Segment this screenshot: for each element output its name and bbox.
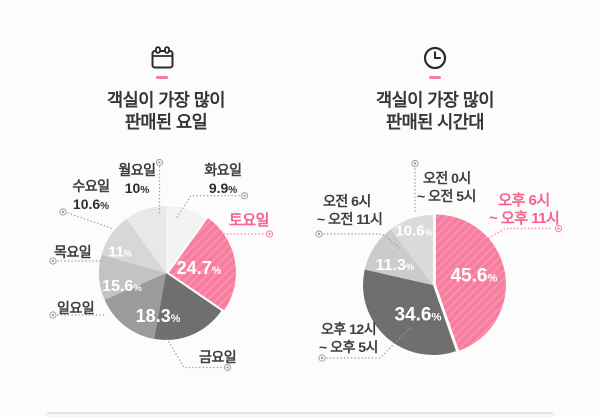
pie-slice-wednesday [101,218,166,273]
day-chart-title-line2: 판매된 요일 [124,112,208,132]
dot-marker-icon [155,158,164,167]
time-chart-icon-row [285,46,585,70]
leader-line [67,212,113,230]
value-evening: 45.6% [450,265,498,287]
pie-slice-thursday [99,254,166,300]
value-friday: 18.3% [135,306,181,326]
value-night: 10.6% [395,222,433,240]
day-chart-dash-row [12,76,312,79]
dot-marker-center [226,366,229,369]
value-sunday: 15.6% [102,278,142,295]
label-evening-6pm-11pm: 오후 6시 ~ 오후 11시 [489,192,560,227]
accent-dash [156,76,168,79]
day-chart-icon-row [12,46,312,70]
dot-marker-center [413,162,417,165]
time-pie-chart [315,159,563,362]
day-pie-chart [49,158,274,372]
value-saturday: 24.7% [176,258,222,278]
dot-marker-center [320,356,324,360]
dot-marker-center [243,194,246,197]
dot-marker-icon [265,230,274,238]
time-chart-dash-row [285,76,585,79]
time-chart-title-line2: 판매된 시간대 [386,112,484,132]
clock-icon [423,46,447,70]
time-chart-title-line1: 객실이 가장 많이 [376,90,494,110]
leader-line [166,338,223,369]
dot-marker-center [317,232,321,236]
value-afternoon: 34.6% [394,304,442,326]
day-chart-title: 객실이 가장 많이 판매된 요일 [16,89,316,133]
dot-marker-icon [318,354,326,362]
label-morning-6am-11am: 오전 6시 ~ 오전 11시 [317,193,383,227]
dot-marker-icon [240,192,249,200]
pie-slice-afternoon-12pm-5pm [363,269,457,355]
accent-dash [429,76,441,79]
label-afternoon-12pm-5pm: 오후 12시 ~ 오후 5시 [319,321,378,355]
label-saturday: 토요일 [229,212,269,229]
dot-marker-center [268,232,271,236]
pie-slice-morning-6am-11am [364,229,433,285]
dot-marker-center [557,227,560,230]
label-wednesday: 수요일 10.6% [72,178,110,212]
pie-slice-tuesday [166,206,206,273]
pie-slice-night-0am-5am [390,215,433,285]
dot-marker-icon [223,363,232,372]
dot-marker-center [51,313,55,317]
dot-marker-icon [315,230,323,238]
pie-slice-monday [126,206,166,273]
dot-marker-center [158,161,161,164]
calendar-icon [151,46,173,69]
leader-line [326,327,411,359]
pie-slice-friday [154,273,222,340]
dot-marker-center [61,210,65,214]
label-sunday: 일요일 [57,300,95,316]
value-thursday: 11% [108,243,132,261]
label-monday: 월요일 10% [118,162,156,196]
dot-marker-icon [59,208,67,216]
bottom-card-edge [46,412,554,417]
leader-line [476,227,554,246]
day-chart-title-line1: 객실이 가장 많이 [107,90,225,110]
label-friday: 금요일 [199,349,237,365]
pie-slice-sunday [104,273,166,339]
time-chart-title: 객실이 가장 많이 판매된 시간대 [285,89,585,133]
label-thursday: 목요일 [54,244,92,260]
dot-marker-icon [49,311,57,319]
pie-slice-saturday [168,218,236,311]
dot-marker-center [51,259,55,263]
dot-marker-icon [49,257,57,265]
value-morning: 11.3% [375,257,415,274]
label-night-0am-5am: 오전 0시 ~ 오전 5시 [417,170,476,204]
dot-marker-icon [411,159,419,168]
dot-marker-icon [554,224,563,233]
pie-slice-evening-6pm-11pm [435,214,506,351]
label-tuesday: 화요일 9.9% [204,162,242,196]
